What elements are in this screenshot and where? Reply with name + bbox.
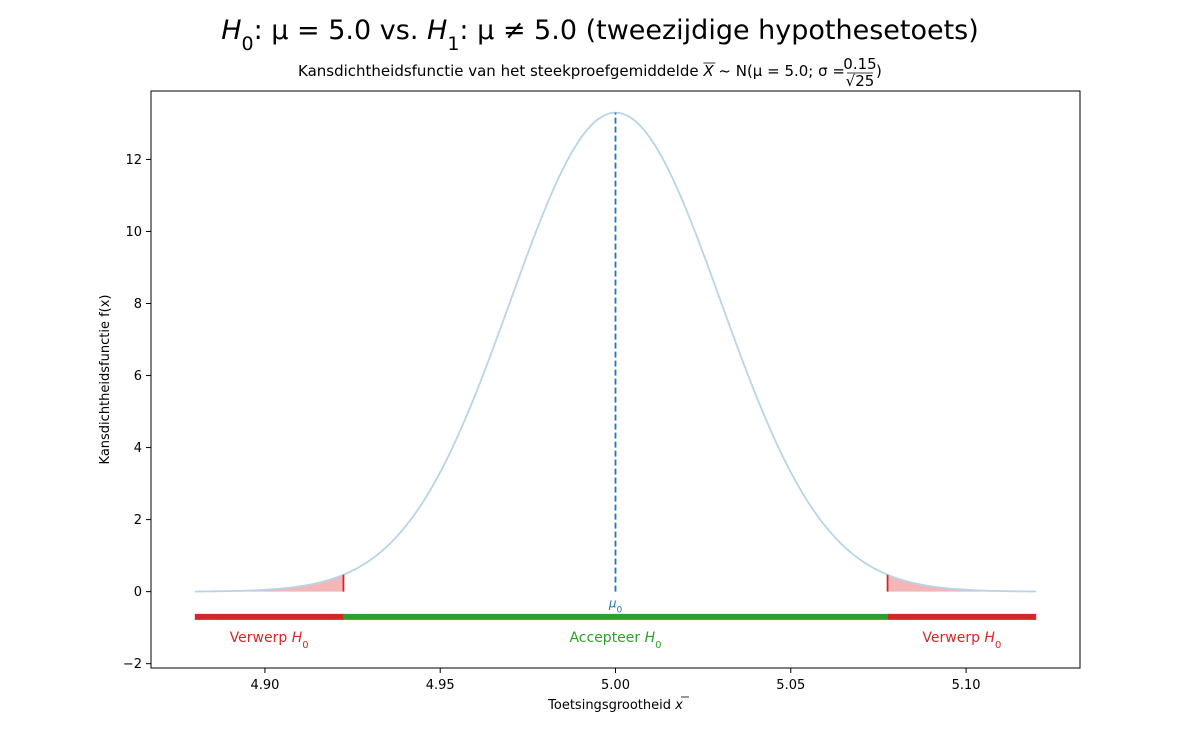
x-axis-label: Toetsingsgrootheid x — [547, 698, 683, 713]
y-axis-label: Kansdichtheidsfunctie f(x) — [98, 295, 113, 465]
y-tick-label: −2 — [123, 657, 142, 672]
svg-text:0.15: 0.15 — [843, 55, 876, 73]
svg-text:√25: √25 — [846, 72, 875, 90]
svg-text:Kansdichtheidsfunctie van het: Kansdichtheidsfunctie van het steekproef… — [298, 62, 845, 80]
y-tick-label: 12 — [125, 153, 142, 168]
region-label-2: Accepteer H0 — [569, 630, 661, 651]
y-tick-label: 8 — [134, 297, 142, 312]
x-tick-label: 5.05 — [776, 678, 805, 693]
chart-suptitle: H0: μ = 5.0 vs. H1: μ ≠ 5.0 (tweezijdige… — [221, 15, 979, 55]
region-label-3: Verwerp H0 — [922, 630, 1001, 651]
plot-content: μ0 Verwerp H0 Accepteer H0 Verwerp H0 — [194, 111, 1037, 651]
right-rejection-area — [887, 574, 1037, 592]
x-tick-label: 4.90 — [250, 678, 279, 693]
y-tick-label: 10 — [125, 225, 142, 240]
x-tick-label: 5.00 — [601, 678, 630, 693]
y-tick-label: 2 — [134, 513, 142, 528]
y-axis: −2 0 2 4 6 8 10 12 — [123, 153, 151, 672]
x-tick-label: 4.95 — [426, 678, 455, 693]
x-axis: 4.90 4.95 5.00 5.05 5.10 — [250, 668, 981, 693]
x-tick-label: 5.10 — [952, 678, 981, 693]
y-tick-label: 6 — [134, 369, 142, 384]
svg-text:): ) — [876, 62, 882, 80]
region-label-1: Verwerp H0 — [230, 630, 309, 651]
y-tick-label: 4 — [134, 441, 142, 456]
chart-title: Kansdichtheidsfunctie van het steekproef… — [298, 55, 882, 90]
y-tick-label: 0 — [134, 585, 142, 600]
left-rejection-area — [194, 574, 344, 592]
mu0-label: μ0 — [608, 597, 623, 616]
